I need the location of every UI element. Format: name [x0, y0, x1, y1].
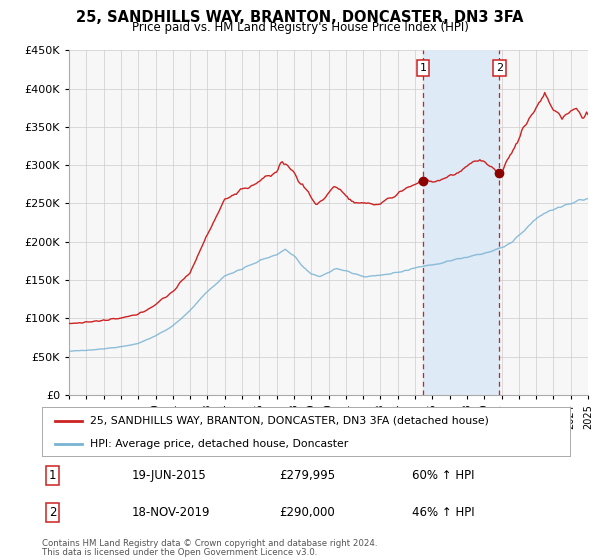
Text: 25, SANDHILLS WAY, BRANTON, DONCASTER, DN3 3FA (detached house): 25, SANDHILLS WAY, BRANTON, DONCASTER, D… [89, 416, 488, 426]
Text: 46% ↑ HPI: 46% ↑ HPI [412, 506, 474, 519]
Text: £279,995: £279,995 [280, 469, 336, 482]
Text: 60% ↑ HPI: 60% ↑ HPI [412, 469, 474, 482]
Bar [423, 50, 499, 395]
Text: 18-NOV-2019: 18-NOV-2019 [132, 506, 210, 519]
Text: 19-JUN-2015: 19-JUN-2015 [132, 469, 206, 482]
Text: 1: 1 [49, 469, 56, 482]
Text: Contains HM Land Registry data © Crown copyright and database right 2024.: Contains HM Land Registry data © Crown c… [42, 539, 377, 548]
Text: £290,000: £290,000 [280, 506, 335, 519]
Text: 2: 2 [496, 63, 503, 73]
Text: 25, SANDHILLS WAY, BRANTON, DONCASTER, DN3 3FA: 25, SANDHILLS WAY, BRANTON, DONCASTER, D… [76, 10, 524, 25]
Text: HPI: Average price, detached house, Doncaster: HPI: Average price, detached house, Donc… [89, 439, 348, 449]
Text: Price paid vs. HM Land Registry's House Price Index (HPI): Price paid vs. HM Land Registry's House … [131, 21, 469, 34]
Text: 1: 1 [419, 63, 427, 73]
Text: 2: 2 [49, 506, 56, 519]
Text: This data is licensed under the Open Government Licence v3.0.: This data is licensed under the Open Gov… [42, 548, 317, 557]
